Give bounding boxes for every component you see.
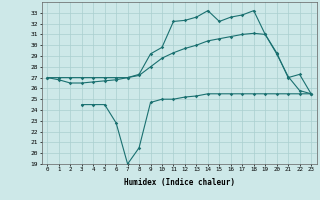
X-axis label: Humidex (Indice chaleur): Humidex (Indice chaleur) (124, 178, 235, 187)
